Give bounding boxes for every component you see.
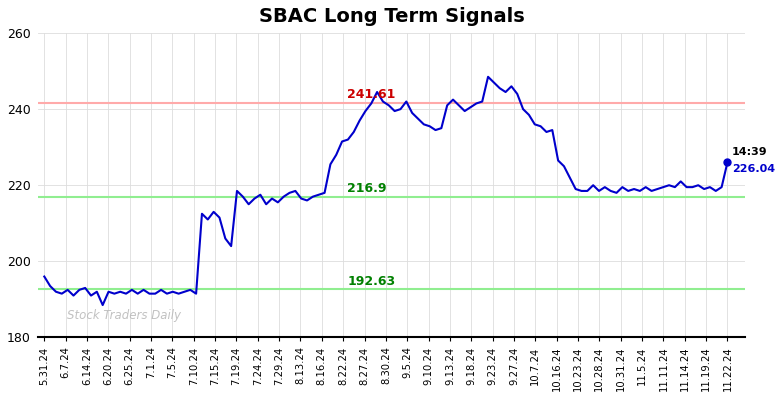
Text: 14:39: 14:39 — [732, 146, 768, 157]
Text: 226.04: 226.04 — [732, 164, 775, 174]
Text: 192.63: 192.63 — [347, 275, 396, 288]
Title: SBAC Long Term Signals: SBAC Long Term Signals — [259, 7, 524, 26]
Text: 241.61: 241.61 — [347, 88, 396, 101]
Text: 216.9: 216.9 — [347, 182, 387, 195]
Point — [721, 159, 734, 166]
Text: Stock Traders Daily: Stock Traders Daily — [67, 309, 181, 322]
